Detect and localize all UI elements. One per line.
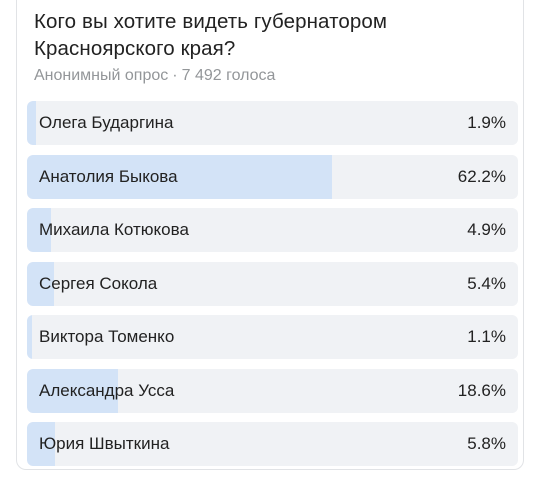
poll-option[interactable]: Анатолия Быкова 62.2% xyxy=(27,154,518,199)
poll-option-percent: 5.4% xyxy=(467,273,506,293)
poll-option[interactable]: Сергея Сокола 5.4% xyxy=(27,261,518,306)
poll-option-percent: 18.6% xyxy=(457,380,506,400)
poll-option-fill xyxy=(27,315,33,359)
poll-option-percent: 62.2% xyxy=(457,166,506,186)
poll-option[interactable]: Олега Бударгина 1.9% xyxy=(27,101,518,145)
poll-option[interactable]: Юрия Швыткина 5.8% xyxy=(27,422,518,466)
poll-type: Анонимный опрос xyxy=(34,67,169,84)
poll-option-label: Сергея Сокола xyxy=(39,273,158,293)
meta-separator: · xyxy=(172,67,178,84)
poll-option[interactable]: Александра Усса 18.6% xyxy=(27,368,518,413)
poll-option-percent: 5.8% xyxy=(467,434,506,453)
poll-option-fill xyxy=(27,101,37,145)
poll-option-label: Юрия Швыткина xyxy=(39,434,170,453)
poll-option-fill xyxy=(27,422,56,466)
poll-option-percent: 1.1% xyxy=(467,327,506,346)
poll-options: Олега Бударгина 1.9% Анатолия Быкова 62.… xyxy=(27,101,518,476)
poll-option[interactable]: Михаила Котюкова 4.9% xyxy=(27,208,518,252)
poll-option[interactable]: Виктора Томенко 1.1% xyxy=(27,315,518,359)
poll-option-fill xyxy=(27,368,119,413)
poll-option-label: Олега Бударгина xyxy=(39,113,174,132)
poll-option-label: Михаила Котюкова xyxy=(39,220,189,239)
poll-option-percent: 1.9% xyxy=(467,113,506,132)
poll-question: Кого вы хотите видеть губернатором Красн… xyxy=(34,10,388,60)
poll-option-fill xyxy=(27,154,333,199)
vote-count: 7 492 голоса xyxy=(181,67,276,84)
poll-meta: Анонимный опрос · 7 492 голоса xyxy=(34,66,275,86)
poll-option-percent: 4.9% xyxy=(467,220,506,239)
poll-option-fill xyxy=(27,208,52,252)
poll-option-label: Александра Усса xyxy=(39,380,175,400)
poll-option-fill xyxy=(27,261,54,306)
poll-option-label: Анатолия Быкова xyxy=(39,166,178,186)
poll-option-label: Виктора Томенко xyxy=(39,327,175,346)
